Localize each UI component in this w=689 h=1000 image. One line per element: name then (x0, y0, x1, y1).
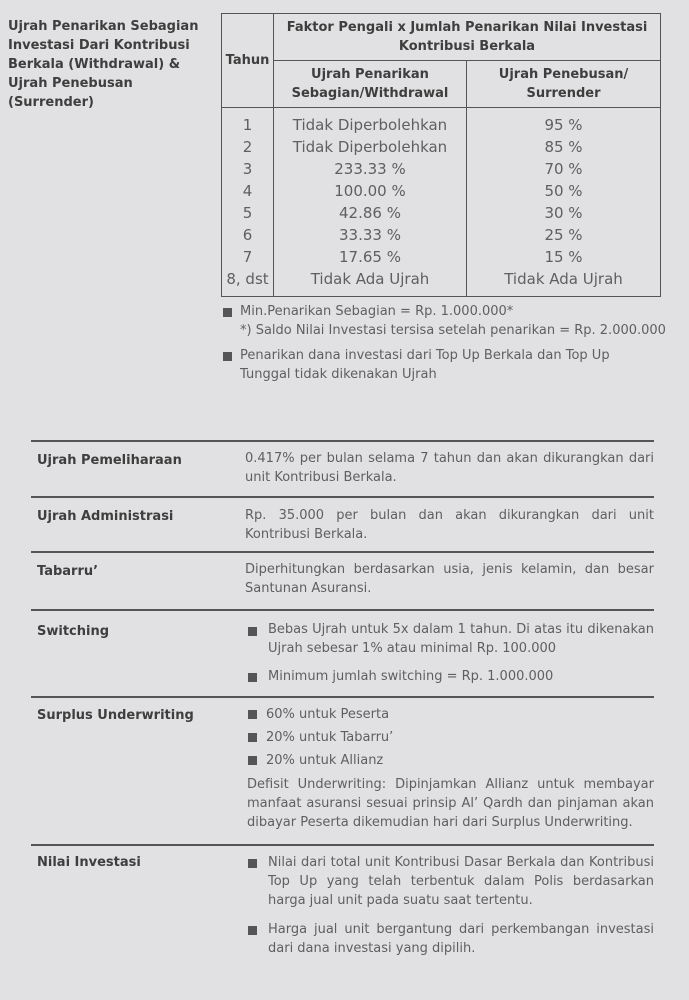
fee-label: Surplus Underwriting (37, 708, 194, 723)
cell-withdrawal: Tidak Diperbolehkan (273, 136, 467, 158)
divider (31, 551, 654, 553)
divider (31, 844, 654, 846)
bullet-icon (248, 673, 257, 682)
col-header-withdrawal: Ujrah Penarikan Sebagian/Withdrawal (273, 60, 467, 108)
cell-surrender: 95 % (466, 107, 661, 136)
cell-withdrawal: Tidak Ada Ujrah (273, 268, 467, 297)
bullet-icon (248, 926, 257, 935)
cell-surrender: 25 % (466, 224, 661, 246)
table-row: 5 42.86 % 30 % (221, 202, 661, 224)
deficit-underwriting-text: Defisit Underwriting: Dipinjamkan Allian… (247, 777, 654, 830)
cell-year: 7 (221, 246, 274, 268)
fee-label: Ujrah Pemeliharaan (37, 453, 182, 468)
divider (31, 696, 654, 698)
cell-withdrawal: 233.33 % (273, 158, 467, 180)
fee-bullet: Harga jual unit bergantung dari perkemba… (268, 922, 654, 956)
cell-surrender: 50 % (466, 180, 661, 202)
fee-bullet: Nilai dari total unit Kontribusi Dasar B… (268, 855, 654, 908)
fee-bullet: 20% untuk Tabarru’ (266, 730, 394, 745)
table-row: 4 100.00 % 50 % (221, 180, 661, 202)
divider (31, 609, 654, 611)
withdrawal-surrender-table: Tahun Faktor Pengali x Jumlah Penarikan … (221, 13, 661, 297)
cell-surrender: 85 % (466, 136, 661, 158)
col-header-year: Tahun (221, 13, 274, 108)
cell-surrender: 30 % (466, 202, 661, 224)
cell-year: 6 (221, 224, 274, 246)
note-min-withdrawal: Min.Penarikan Sebagian = Rp. 1.000.000* (240, 304, 514, 319)
divider (31, 496, 654, 498)
cell-surrender: 15 % (466, 246, 661, 268)
bullet-icon (223, 352, 232, 361)
cell-withdrawal: Tidak Diperbolehkan (273, 107, 467, 136)
fee-bullet: 60% untuk Peserta (266, 707, 390, 722)
cell-year: 4 (221, 180, 274, 202)
bullet-icon (248, 756, 257, 765)
note-balance: *) Saldo Nilai Investasi tersisa setelah… (240, 323, 666, 338)
cell-withdrawal: 100.00 % (273, 180, 467, 202)
bullet-icon (223, 308, 232, 317)
fee-bullet: Bebas Ujrah untuk 5x dalam 1 tahun. Di a… (268, 622, 654, 656)
fee-label: Nilai Investasi (37, 855, 141, 870)
cell-surrender: Tidak Ada Ujrah (466, 268, 661, 297)
fee-value: Diperhitungkan berdasarkan usia, jenis k… (245, 562, 654, 596)
cell-year: 8, dst (221, 268, 274, 297)
table-row: 6 33.33 % 25 % (221, 224, 661, 246)
fee-bullet: 20% untuk Allianz (266, 753, 384, 768)
fee-value: 0.417% per bulan selama 7 tahun dan akan… (245, 451, 654, 485)
cell-year: 2 (221, 136, 274, 158)
cell-withdrawal: 42.86 % (273, 202, 467, 224)
fee-value: Rp. 35.000 per bulan dan akan dikurangka… (245, 508, 654, 542)
table-row: 3 233.33 % 70 % (221, 158, 661, 180)
note-topup: Penarikan dana investasi dari Top Up Ber… (240, 348, 610, 382)
cell-year: 3 (221, 158, 274, 180)
table-row: 8, dst Tidak Ada Ujrah Tidak Ada Ujrah (221, 268, 661, 297)
cell-year: 1 (221, 107, 274, 136)
table-row: 2 Tidak Diperbolehkan 85 % (221, 136, 661, 158)
table-row: 7 17.65 % 15 % (221, 246, 661, 268)
fee-label: Ujrah Administrasi (37, 509, 174, 524)
cell-withdrawal: 33.33 % (273, 224, 467, 246)
bullet-icon (248, 627, 257, 636)
cell-year: 5 (221, 202, 274, 224)
table-row: 1 Tidak Diperbolehkan 95 % (221, 107, 661, 136)
bullet-icon (248, 733, 257, 742)
bullet-icon (248, 710, 257, 719)
fee-bullet: Minimum jumlah switching = Rp. 1.000.000 (268, 669, 554, 684)
bullet-icon (248, 859, 257, 868)
col-header-surrender: Ujrah Penebusan/ Surrender (466, 60, 661, 108)
col-group-header: Faktor Pengali x Jumlah Penarikan Nilai … (273, 13, 661, 61)
cell-surrender: 70 % (466, 158, 661, 180)
withdrawal-section-title: Ujrah Penarikan Sebagian Investasi Dari … (8, 19, 199, 110)
divider (31, 440, 654, 442)
fee-label: Switching (37, 624, 110, 639)
fee-label: Tabarru’ (37, 564, 99, 579)
cell-withdrawal: 17.65 % (273, 246, 467, 268)
